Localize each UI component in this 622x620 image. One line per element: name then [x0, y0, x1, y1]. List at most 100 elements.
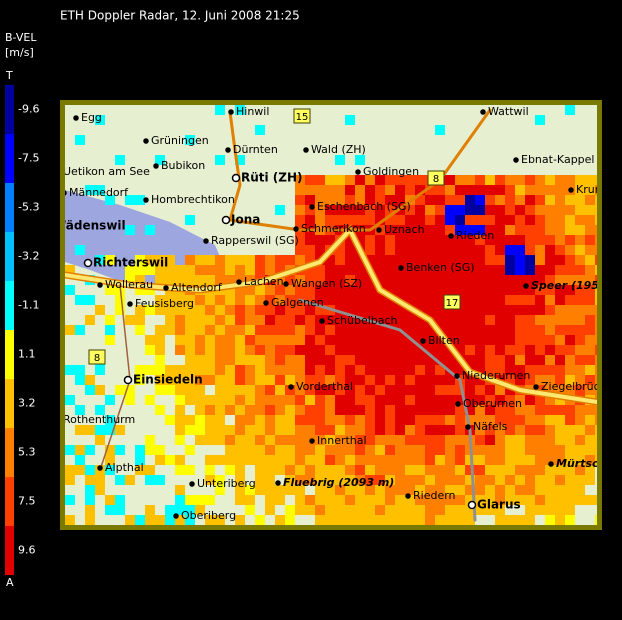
radar-cell — [385, 265, 395, 275]
place-label: Näfels — [473, 420, 508, 433]
radar-cell — [305, 175, 315, 185]
radar-cell — [435, 305, 445, 315]
radar-cell — [585, 305, 595, 315]
radar-cell — [225, 255, 235, 265]
radar-cell — [495, 475, 505, 485]
legend-label: -7.5 — [18, 152, 39, 165]
radar-cell — [335, 175, 345, 185]
radar-cell — [545, 195, 555, 205]
radar-cell — [175, 485, 185, 495]
radar-cell — [315, 245, 325, 255]
radar-cell — [415, 445, 425, 455]
radar-cell — [575, 475, 585, 485]
place-dot — [73, 115, 79, 121]
radar-cell — [305, 415, 315, 425]
radar-cell — [235, 365, 245, 375]
radar-cell — [165, 315, 175, 325]
place-dot — [455, 401, 461, 407]
radar-cell — [415, 435, 425, 445]
radar-cell — [285, 325, 295, 335]
radar-cell — [95, 185, 105, 195]
radar-cell — [365, 385, 375, 395]
radar-cell — [475, 405, 485, 415]
radar-cell — [345, 315, 355, 325]
radar-cell — [65, 265, 75, 275]
radar-cell — [455, 455, 465, 465]
radar-cell — [85, 375, 95, 385]
radar-cell — [395, 475, 405, 485]
place-dot — [228, 109, 234, 115]
place-label: Benken (SG) — [406, 261, 475, 274]
radar-cell — [85, 515, 95, 525]
radar-cell — [435, 275, 445, 285]
radar-cell — [455, 405, 465, 415]
radar-cell — [185, 135, 195, 145]
radar-cell — [315, 195, 325, 205]
radar-cell — [355, 265, 365, 275]
radar-cell — [285, 445, 295, 455]
place-label: Speer (1950 m) — [531, 279, 622, 292]
radar-cell — [485, 465, 495, 475]
radar-cell — [335, 305, 345, 315]
radar-cell — [425, 185, 435, 195]
radar-cell — [455, 475, 465, 485]
radar-cell — [365, 435, 375, 445]
radar-cell — [175, 315, 185, 325]
place-label: Rothenthurm — [63, 413, 135, 426]
radar-cell — [315, 285, 325, 295]
radar-cell — [445, 205, 455, 215]
radar-cell — [275, 305, 285, 315]
radar-cell — [305, 285, 315, 295]
radar-cell — [215, 325, 225, 335]
radar-cell — [225, 385, 235, 395]
place-dot — [123, 375, 133, 385]
radar-cell — [265, 335, 275, 345]
radar-cell — [515, 455, 525, 465]
radar-cell — [485, 295, 495, 305]
radar-cell — [425, 435, 435, 445]
radar-cell — [555, 455, 565, 465]
radar-cell — [105, 465, 115, 475]
radar-cell — [515, 315, 525, 325]
radar-cell — [145, 515, 155, 525]
radar-cell — [235, 425, 245, 435]
radar-cell — [525, 355, 535, 365]
radar-cell — [575, 495, 585, 505]
radar-cell — [265, 315, 275, 325]
radar-cell — [425, 455, 435, 465]
radar-cell — [545, 505, 555, 515]
radar-cell — [435, 415, 445, 425]
radar-cell — [335, 425, 345, 435]
radar-cell — [245, 335, 255, 345]
radar-cell — [235, 265, 245, 275]
radar-cell — [575, 325, 585, 335]
radar-cell — [435, 425, 445, 435]
place-label: Niederurnen — [462, 369, 530, 382]
radar-cell — [505, 405, 515, 415]
radar-cell — [105, 425, 115, 435]
radar-cell — [255, 125, 265, 135]
radar-cell — [475, 285, 485, 295]
radar-cell — [405, 315, 415, 325]
radar-cell — [435, 225, 445, 235]
radar-cell — [385, 335, 395, 345]
radar-cell — [395, 465, 405, 475]
radar-cell — [125, 265, 135, 275]
radar-cell — [285, 465, 295, 475]
radar-cell — [155, 475, 165, 485]
radar-cell — [325, 495, 335, 505]
radar-cell — [355, 395, 365, 405]
place-dot — [83, 258, 93, 268]
radar-cell — [265, 325, 275, 335]
radar-cell — [385, 435, 395, 445]
radar-cell — [595, 255, 597, 265]
radar-cell — [565, 205, 575, 215]
radar-cell — [95, 405, 105, 415]
radar-cell — [315, 185, 325, 195]
radar-cell — [355, 455, 365, 465]
place-dot — [523, 283, 529, 289]
radar-cell — [595, 245, 597, 255]
radar-cell — [475, 265, 485, 275]
place-dot — [56, 418, 60, 422]
radar-cell — [555, 515, 565, 525]
